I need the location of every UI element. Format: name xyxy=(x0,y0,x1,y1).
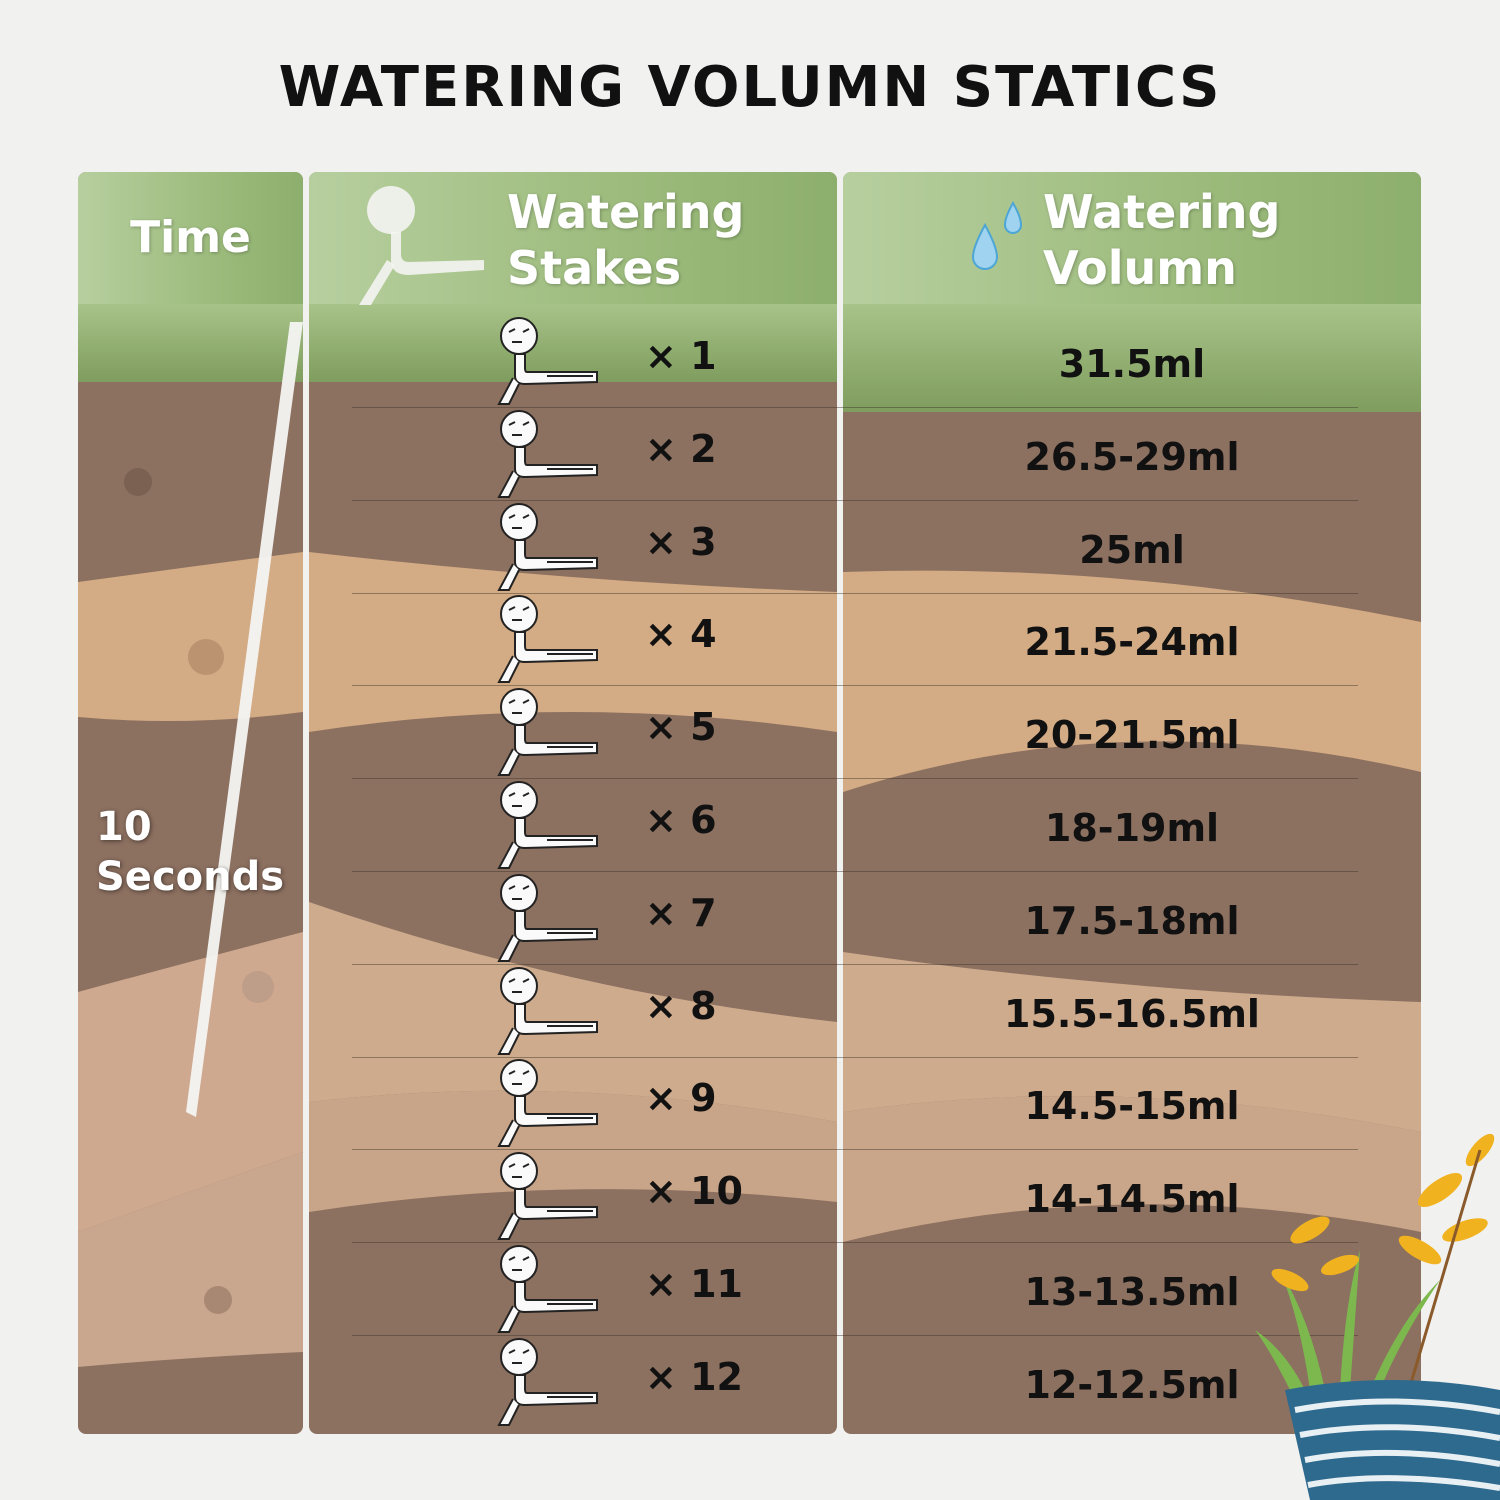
volume-value: 31.5ml xyxy=(1058,342,1206,386)
watering-stake-icon xyxy=(497,502,607,596)
row-divider xyxy=(352,407,1358,408)
stakes-header: Watering Stakes xyxy=(309,172,837,305)
watering-stake-icon xyxy=(497,594,607,688)
volume-value: 17.5-18ml xyxy=(1024,898,1240,943)
stake-count: × 2 xyxy=(645,426,717,471)
row-divider xyxy=(352,499,1358,501)
stake-count: × 3 xyxy=(645,519,717,564)
soil-background xyxy=(843,172,1421,1434)
stake-count: × 9 xyxy=(645,1076,717,1121)
volume-header-line1: Watering xyxy=(1043,185,1281,239)
stake-count: × 7 xyxy=(645,890,717,935)
volume-value: 26.5-29ml xyxy=(1024,434,1240,479)
time-value: 10 Seconds xyxy=(96,802,284,902)
soil-background xyxy=(78,172,303,1434)
volume-value: 20-21.5ml xyxy=(1024,713,1240,758)
row-divider xyxy=(352,1335,1358,1336)
row-divider xyxy=(352,778,1358,780)
volume-column: Watering Volumn xyxy=(843,172,1421,1434)
row-divider xyxy=(352,1242,1358,1244)
stakes-header-line1: Watering xyxy=(507,185,745,239)
row-divider xyxy=(352,1056,1358,1058)
watering-stake-icon xyxy=(497,1244,607,1338)
row-divider xyxy=(352,1149,1358,1151)
volume-value: 14-14.5ml xyxy=(1024,1177,1240,1222)
time-value-unit: Seconds xyxy=(96,854,285,900)
volume-header: Watering Volumn xyxy=(843,172,1421,304)
watering-stake-icon xyxy=(497,1337,607,1431)
watering-stake-icon xyxy=(497,780,607,874)
volume-header-label: Watering Volumn xyxy=(1043,184,1280,296)
time-column: Time 10 Seconds xyxy=(78,172,303,1434)
time-header: Time xyxy=(78,172,303,304)
stake-count: × 6 xyxy=(645,798,717,842)
stake-count: × 12 xyxy=(645,1354,743,1399)
watering-stake-icon xyxy=(497,873,607,967)
volume-value: 14.5-15ml xyxy=(1024,1084,1240,1129)
watering-stake-icon xyxy=(497,316,607,410)
stakes-header-label: Watering Stakes xyxy=(507,184,744,296)
stake-count: × 1 xyxy=(645,334,717,378)
volume-value: 13-13.5ml xyxy=(1024,1270,1240,1314)
stake-count: × 11 xyxy=(645,1262,743,1306)
volume-header-line2: Volumn xyxy=(1043,241,1237,295)
watering-stake-icon xyxy=(497,1058,607,1152)
water-drops-icon xyxy=(971,200,1023,270)
watering-stake-icon xyxy=(497,966,607,1060)
watering-stake-icon xyxy=(497,409,607,503)
volume-value: 15.5-16.5ml xyxy=(1004,991,1260,1036)
row-divider xyxy=(352,871,1358,872)
watering-stake-icon xyxy=(497,687,607,781)
row-divider xyxy=(352,963,1358,965)
stake-count: × 4 xyxy=(645,612,717,657)
stake-count: × 8 xyxy=(645,983,717,1028)
watering-stake-icon xyxy=(359,186,484,305)
potted-plant-icon xyxy=(1255,1133,1500,1500)
stake-count: × 10 xyxy=(645,1169,743,1214)
page-title: WATERING VOLUMN STATICS xyxy=(278,55,1222,120)
soil-background xyxy=(309,172,837,1434)
time-header-label: Time xyxy=(130,212,251,263)
volume-value: 12-12.5ml xyxy=(1024,1362,1240,1407)
row-divider xyxy=(352,592,1358,594)
volume-value: 21.5-24ml xyxy=(1024,620,1240,665)
stake-count: × 5 xyxy=(645,705,717,750)
watering-stake-icon xyxy=(497,1151,607,1245)
row-divider xyxy=(352,685,1358,687)
volume-value: 25ml xyxy=(1079,527,1185,572)
volume-value: 18-19ml xyxy=(1044,806,1220,850)
stakes-header-line2: Stakes xyxy=(507,241,682,295)
time-value-number: 10 xyxy=(96,804,152,850)
stakes-column: Watering Stakes xyxy=(309,172,837,1434)
